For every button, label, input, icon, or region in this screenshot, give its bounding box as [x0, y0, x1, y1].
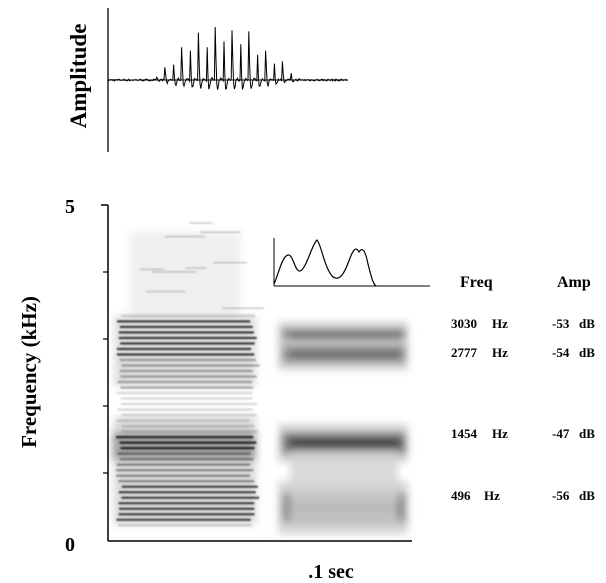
harmonic-line	[117, 408, 253, 411]
harmonic-line	[120, 375, 257, 378]
harmonic-line	[121, 364, 260, 367]
formant-freq: 1454	[451, 426, 478, 441]
formant-freq-unit: Hz	[492, 316, 508, 331]
harmonic-line	[121, 496, 260, 499]
harmonic-line	[119, 507, 255, 510]
harmonic-line	[117, 380, 253, 384]
harmonic-line	[121, 402, 258, 406]
formant-amp-unit: dB	[579, 316, 595, 331]
energy-halo	[290, 450, 398, 521]
harmonic-line	[116, 474, 251, 477]
harmonic-line	[120, 397, 253, 400]
harmonic-line	[121, 430, 259, 433]
formant-amp: -54	[552, 345, 570, 360]
spectrogram-y-label: Frequency (kHz)	[17, 296, 41, 448]
harmonic-line	[116, 463, 251, 466]
harmonic-line	[116, 518, 251, 521]
harmonic-fragment	[140, 268, 164, 271]
harmonic-fragment	[146, 290, 186, 293]
col-header-amp: Amp	[557, 274, 591, 291]
harmonic-line	[119, 458, 254, 461]
formant-freq-unit: Hz	[484, 488, 500, 503]
harmonic-fragment	[164, 235, 206, 238]
formant-freq: 2777	[451, 345, 478, 360]
formant-freq-unit: Hz	[492, 345, 508, 360]
spectrogram-energy	[112, 231, 408, 535]
formant-amp: -47	[552, 426, 570, 441]
inset-spectrum	[273, 238, 430, 287]
energy-halo	[130, 231, 240, 316]
harmonic-fragment	[185, 267, 207, 269]
formant-freq: 3030	[451, 316, 477, 331]
harmonic-line	[116, 347, 252, 351]
harmonic-line	[118, 331, 254, 334]
formant-row: 3030 Hz -53 dB	[451, 316, 595, 331]
harmonic-fragment	[188, 222, 213, 224]
harmonic-line	[120, 342, 255, 345]
harmonic-line	[119, 441, 257, 444]
formant-row: 1454 Hz -47 dB	[451, 426, 595, 441]
formant-amp: -53	[552, 316, 570, 331]
harmonic-line	[117, 419, 250, 422]
harmonic-line	[118, 502, 255, 505]
harmonic-line	[116, 391, 253, 395]
formant-amp: -56	[552, 488, 570, 503]
y-tick-label-top: 5	[65, 196, 75, 218]
harmonic-line	[119, 325, 253, 329]
harmonic-fragment	[222, 307, 264, 309]
inset-spectrum-curve	[273, 239, 377, 287]
harmonic-line	[118, 491, 256, 494]
formant-amp-unit: dB	[579, 345, 595, 360]
harmonic-line	[118, 513, 255, 516]
harmonic-fragment	[213, 261, 247, 264]
harmonic-line	[121, 425, 255, 428]
harmonic-line	[121, 485, 258, 488]
formant-freq-unit: Hz	[492, 426, 508, 441]
y-tick-label-bottom: 0	[65, 534, 75, 556]
waveform-y-label: Amplitude	[66, 24, 91, 129]
formant-amp-unit: dB	[579, 426, 595, 441]
formant-row: 496 Hz -56 dB	[451, 488, 595, 503]
harmonic-line	[117, 320, 251, 323]
waveform-trace	[107, 26, 348, 90]
harmonic-line	[118, 336, 257, 340]
harmonic-line	[116, 436, 254, 439]
harmonic-line	[119, 369, 253, 373]
harmonic-line	[116, 353, 255, 356]
formant-table: Freq Amp 3030 Hz -53 dB 2777 Hz -54 dB 1…	[451, 274, 595, 503]
harmonic-fragment	[200, 231, 241, 234]
formant-band	[290, 439, 400, 448]
formant-row: 2777 Hz -54 dB	[451, 345, 595, 360]
harmonic-line	[121, 413, 257, 417]
formant-amp-unit: dB	[579, 488, 595, 503]
harmonic-fragment	[151, 271, 197, 273]
harmonic-line	[117, 524, 252, 527]
formant-freq: 496	[451, 488, 471, 503]
formant-band	[290, 334, 400, 341]
waveform-panel: Amplitude	[66, 8, 348, 152]
harmonic-line	[120, 386, 254, 389]
time-scale-label: .1 sec	[308, 561, 354, 583]
harmonic-line	[119, 358, 257, 362]
harmonic-line	[117, 452, 251, 455]
harmonic-line	[121, 314, 256, 318]
spectrogram-panel: 5 0 Frequency (kHz) .1 sec	[17, 196, 430, 583]
harmonic-line	[116, 469, 254, 472]
col-header-freq: Freq	[460, 274, 493, 291]
harmonic-line	[118, 480, 255, 483]
harmonic-line	[120, 447, 255, 450]
spectrogram-harmonics	[116, 222, 264, 527]
formant-band	[290, 351, 400, 358]
